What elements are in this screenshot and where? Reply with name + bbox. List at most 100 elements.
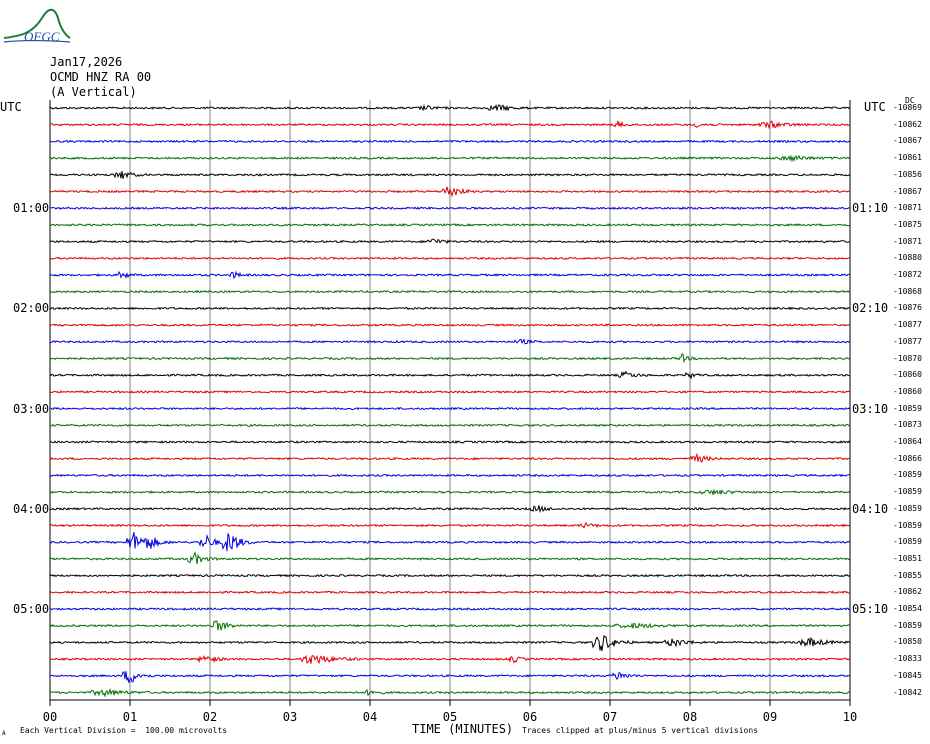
trace-offset-label: -10876 <box>893 303 922 313</box>
left-time-label: 04:00 <box>13 501 50 516</box>
date-label: Jan17,2026 <box>50 55 123 69</box>
trace-18 <box>50 406 851 411</box>
trace-offset-label: -10855 <box>893 570 922 580</box>
trace-33 <box>49 654 851 665</box>
left-time-label: 03:00 <box>13 401 50 416</box>
trace-offset-label: -10866 <box>893 453 922 463</box>
x-tick-label: 10 <box>842 710 858 724</box>
trace-14 <box>49 338 851 345</box>
trace-offset-label: -10859 <box>893 487 922 497</box>
trace-35 <box>49 687 850 698</box>
trace-offset-label: -10859 <box>893 620 922 630</box>
trace-offset-label: -10833 <box>893 654 922 664</box>
x-tick-label: 08 <box>682 710 698 724</box>
station-label: OCMD HNZ RA 00 <box>50 70 152 84</box>
trace-offset-label: -10868 <box>893 286 922 296</box>
trace-offset-label: -10872 <box>893 270 922 279</box>
x-tick-label: 01 <box>122 710 138 724</box>
right-time-label: 03:10 <box>852 401 889 416</box>
clip-note: Traces clipped at plus/minus 5 vertical … <box>522 726 759 735</box>
trace-offset-label: -10870 <box>893 353 922 363</box>
trace-2 <box>49 139 851 144</box>
x-tick-label: 05 <box>442 710 458 724</box>
trace-offset-label: -10859 <box>893 403 922 413</box>
trace-0 <box>49 103 851 112</box>
trace-34 <box>49 671 851 683</box>
trace-offset-label: -10867 <box>893 136 922 146</box>
trace-17 <box>49 390 851 394</box>
trace-30 <box>49 607 851 611</box>
dc-label: DC <box>905 96 915 105</box>
utc-left-label: UTC <box>0 100 22 114</box>
trace-7 <box>49 223 851 227</box>
trace-24 <box>49 505 851 514</box>
trace-offset-label: -10860 <box>893 370 922 380</box>
left-time-label: 02:00 <box>13 301 50 316</box>
trace-28 <box>49 573 851 578</box>
trace-5 <box>49 186 851 198</box>
trace-27 <box>49 551 851 564</box>
x-tick-label: 06 <box>522 710 538 724</box>
trace-23 <box>49 488 851 496</box>
trace-offset-label: -10854 <box>893 604 922 613</box>
component-label: (A Vertical) <box>50 85 137 99</box>
trace-offset-label: -10862 <box>893 587 922 597</box>
right-time-label: 01:10 <box>852 201 889 216</box>
trace-8 <box>49 238 851 245</box>
left-time-label: 01:00 <box>13 201 50 216</box>
right-time-label: 02:10 <box>852 301 889 316</box>
trace-12 <box>49 306 851 311</box>
right-time-label: 05:10 <box>852 602 889 616</box>
trace-21 <box>49 452 851 463</box>
trace-22 <box>49 473 850 478</box>
trace-offset-label: -10859 <box>893 537 922 547</box>
trace-29 <box>49 590 851 595</box>
trace-11 <box>49 289 851 294</box>
trace-offset-label: -10856 <box>893 169 922 179</box>
scale-note: Each Vertical Division = 100.00 microvol… <box>20 726 228 735</box>
trace-offset-label: -10845 <box>893 670 922 680</box>
trace-offset-label: -10871 <box>893 236 922 246</box>
trace-25 <box>49 521 851 529</box>
trace-offset-label: -10859 <box>893 503 922 513</box>
trace-offset-label: -10880 <box>893 253 922 263</box>
trace-16 <box>49 370 851 379</box>
trace-offset-label: -10859 <box>893 470 922 480</box>
utc-right-label: UTC <box>864 100 886 114</box>
x-tick-label: 02 <box>202 710 218 724</box>
left-time-label: 05:00 <box>13 602 50 616</box>
trace-offset-label: -10875 <box>893 219 922 229</box>
trace-4 <box>49 171 851 179</box>
trace-offset-label: -10861 <box>893 153 922 163</box>
trace-19 <box>49 423 851 428</box>
trace-offset-label: -10871 <box>893 203 922 213</box>
trace-offset-label: -10873 <box>893 420 922 430</box>
trace-offset-label: -10850 <box>893 637 922 647</box>
trace-1 <box>49 120 851 130</box>
trace-26 <box>49 531 850 552</box>
trace-32 <box>49 634 851 651</box>
trace-6 <box>49 206 851 211</box>
trace-15 <box>49 353 851 364</box>
x-tick-label: 03 <box>282 710 298 724</box>
ofgc-logo: OFGC <box>3 8 71 44</box>
x-tick-label: 07 <box>602 710 618 724</box>
x-tick-label: 09 <box>762 710 778 724</box>
trace-offset-label: -10860 <box>893 386 922 396</box>
x-axis-label: TIME (MINUTES) <box>412 722 514 736</box>
trace-offset-label: -10859 <box>893 520 922 530</box>
trace-13 <box>49 323 851 327</box>
trace-3 <box>49 154 851 163</box>
trace-31 <box>49 620 851 631</box>
trace-offset-label: -10869 <box>893 103 922 112</box>
x-tick-label: 04 <box>362 710 378 724</box>
right-time-label: 04:10 <box>852 501 889 516</box>
trace-10 <box>49 270 851 280</box>
trace-offset-label: -10867 <box>893 186 922 196</box>
trace-20 <box>49 440 851 444</box>
small-mark: A <box>2 730 6 737</box>
trace-offset-label: -10842 <box>893 687 922 697</box>
logo-text: OFGC <box>24 29 60 44</box>
x-tick-label: 00 <box>42 710 58 724</box>
